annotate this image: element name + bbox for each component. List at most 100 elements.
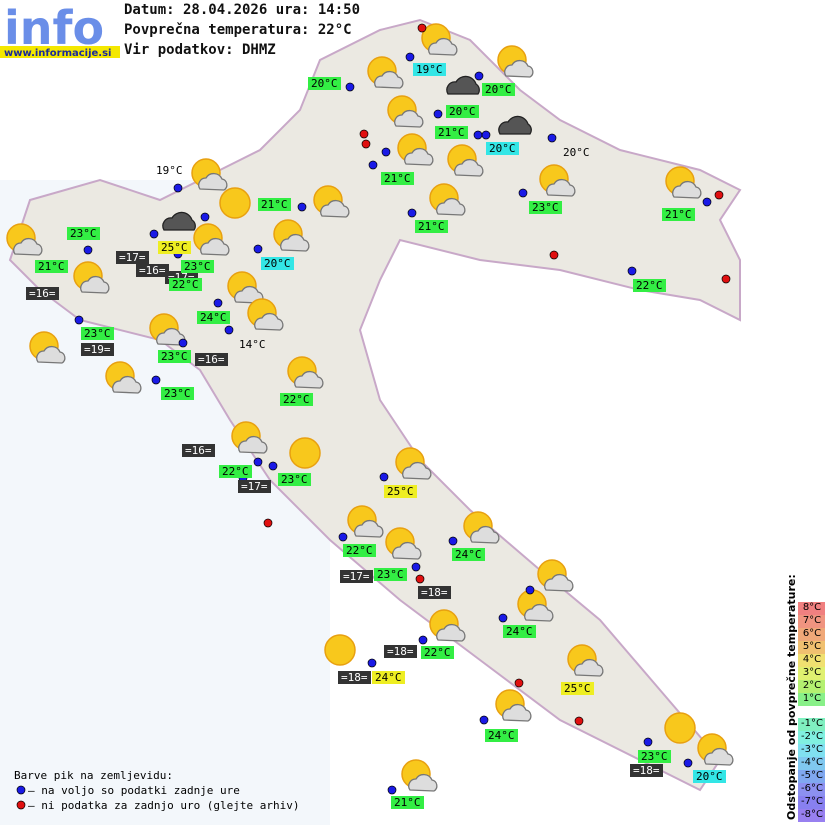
station-temp: 25°C xyxy=(158,241,191,254)
legend-title: Barve pik na zemljevidu: xyxy=(14,769,173,782)
station-dot xyxy=(405,52,415,62)
station-dot xyxy=(83,245,93,255)
scale-swatch xyxy=(798,770,825,783)
station-dot xyxy=(149,229,159,239)
station-temp: =16= xyxy=(26,287,59,300)
scale-swatch xyxy=(798,783,825,796)
station-dot xyxy=(268,461,278,471)
station-dot xyxy=(178,338,188,348)
station-temp: 23°C xyxy=(374,568,407,581)
scale-swatch xyxy=(798,796,825,809)
station-dot xyxy=(381,147,391,157)
station-dot-missing xyxy=(549,250,559,260)
station-temp: =18= xyxy=(338,671,371,684)
station-dot xyxy=(411,562,421,572)
station-dot xyxy=(367,658,377,668)
station-dot xyxy=(213,298,223,308)
station-temp: 20°C xyxy=(482,83,515,96)
scale-swatch xyxy=(798,602,825,615)
station-temp: =16= xyxy=(195,353,228,366)
station-dot-missing xyxy=(361,139,371,149)
scale-label: -7°C xyxy=(801,796,823,807)
station-temp: 23°C xyxy=(529,201,562,214)
station-dot xyxy=(418,635,428,645)
station-temp: 23°C xyxy=(638,750,671,763)
station-dot xyxy=(253,457,263,467)
scale-label: -3°C xyxy=(801,744,823,755)
station-temp: =18= xyxy=(630,764,663,777)
station-dot xyxy=(387,785,397,795)
scale-label: 3°C xyxy=(802,667,822,678)
station-temp: 20°C xyxy=(693,770,726,783)
station-dot xyxy=(518,188,528,198)
station-dot-missing xyxy=(415,574,425,584)
station-temp: 22°C xyxy=(421,646,454,659)
station-dot-missing xyxy=(263,518,273,528)
station-temp: 21°C xyxy=(391,796,424,809)
station-temp: =17= xyxy=(238,480,271,493)
station-temp: 23°C xyxy=(161,387,194,400)
station-temp: 23°C xyxy=(181,260,214,273)
scale-title: Odstopanje od povprečne temperature: xyxy=(785,574,798,820)
station-temp: 14°C xyxy=(239,338,266,351)
scale-label: -2°C xyxy=(801,731,823,742)
station-dot-missing xyxy=(714,190,724,200)
station-dot xyxy=(448,536,458,546)
weather-icon xyxy=(664,712,696,744)
station-dot xyxy=(643,737,653,747)
station-dot xyxy=(547,133,557,143)
station-temp: =18= xyxy=(418,586,451,599)
site-link[interactable]: www.informacije.si xyxy=(4,48,112,59)
station-temp: 20°C xyxy=(446,105,479,118)
scale-swatch xyxy=(798,718,825,731)
station-temp: 21°C xyxy=(381,172,414,185)
station-temp: 21°C xyxy=(258,198,291,211)
station-temp: 19°C xyxy=(413,63,446,76)
station-temp: 25°C xyxy=(561,682,594,695)
scale-swatch xyxy=(798,809,825,822)
scale-swatch xyxy=(798,680,825,693)
station-dot-missing xyxy=(359,129,369,139)
station-dot xyxy=(345,82,355,92)
station-temp: 21°C xyxy=(35,260,68,273)
station-dot xyxy=(481,130,491,140)
station-temp: 24°C xyxy=(485,729,518,742)
weather-icon xyxy=(401,759,438,792)
legend-missing: – ni podatka za zadnjo uro (glejte arhiv… xyxy=(28,799,300,812)
date-line: Datum: 28.04.2026 ura: 14:50 xyxy=(124,2,361,18)
station-dot xyxy=(173,183,183,193)
station-temp: 22°C xyxy=(343,544,376,557)
station-dot xyxy=(683,758,693,768)
station-temp: 21°C xyxy=(435,126,468,139)
scale-swatch xyxy=(798,615,825,628)
station-temp: 23°C xyxy=(278,473,311,486)
station-dot-missing xyxy=(417,23,427,33)
station-temp: 22°C xyxy=(280,393,313,406)
station-temp: 20°C xyxy=(308,77,341,90)
scale-label: 8°C xyxy=(802,602,822,613)
scale-label: 4°C xyxy=(802,654,822,665)
station-temp: =17= xyxy=(340,570,373,583)
station-dot xyxy=(433,109,443,119)
station-temp: 20°C xyxy=(486,142,519,155)
station-temp: =18= xyxy=(384,645,417,658)
scale-label: -1°C xyxy=(801,718,823,729)
station-temp: 24°C xyxy=(197,311,230,324)
station-dot xyxy=(702,197,712,207)
scale-swatch xyxy=(798,693,825,706)
source: Vir podatkov: DHMZ xyxy=(124,42,276,58)
scale-swatch xyxy=(798,731,825,744)
scale-swatch xyxy=(798,744,825,757)
station-temp: 24°C xyxy=(372,671,405,684)
weather-icon xyxy=(324,634,356,666)
station-dot xyxy=(200,212,210,222)
station-dot xyxy=(151,375,161,385)
scale-label: -4°C xyxy=(801,757,823,768)
station-temp: 23°C xyxy=(81,327,114,340)
scale-label: 1°C xyxy=(802,693,822,704)
station-dot xyxy=(74,315,84,325)
station-temp: 23°C xyxy=(158,350,191,363)
scale-swatch xyxy=(798,757,825,770)
